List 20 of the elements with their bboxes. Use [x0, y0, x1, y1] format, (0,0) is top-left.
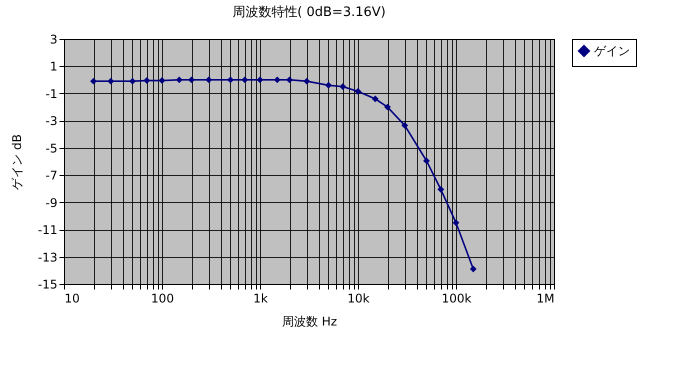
chart-title: 周波数特性( 0dB=3.16V)	[232, 5, 386, 20]
y-tick-label: -7	[46, 168, 58, 183]
y-tick-label: -5	[46, 141, 58, 156]
y-tick-label: -11	[38, 223, 58, 238]
x-tick-label: 10	[64, 292, 80, 306]
y-tick-label: -3	[46, 114, 58, 128]
x-tick-label: 100	[151, 292, 174, 306]
x-tick-label: 10k	[347, 292, 370, 306]
x-tick-label: 1k	[253, 292, 268, 306]
x-tick-label: 1M	[536, 292, 554, 306]
y-tick-label: 3	[50, 32, 58, 46]
x-axis-title: 周波数 Hz	[282, 314, 338, 328]
y-axis-title: ゲイン dB	[10, 134, 24, 190]
y-tick-label: 1	[50, 60, 58, 74]
y-tick-label: -13	[38, 250, 58, 264]
y-tick-label: -15	[38, 278, 58, 292]
y-tick-label: -9	[46, 196, 58, 210]
legend-label: ゲイン	[594, 44, 630, 58]
x-tick-label: 100k	[442, 292, 472, 306]
y-tick-label: -1	[46, 86, 58, 101]
